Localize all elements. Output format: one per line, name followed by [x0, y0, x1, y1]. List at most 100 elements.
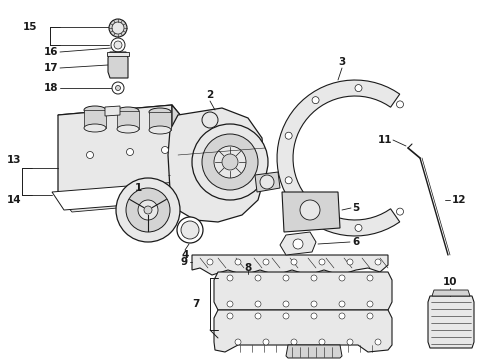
Circle shape [354, 85, 361, 91]
Circle shape [114, 41, 122, 49]
Circle shape [338, 275, 345, 281]
Ellipse shape [117, 107, 139, 115]
Polygon shape [214, 272, 391, 310]
Circle shape [254, 313, 261, 319]
Text: 7: 7 [192, 299, 200, 309]
Circle shape [283, 301, 288, 307]
Polygon shape [282, 192, 339, 232]
Circle shape [202, 134, 258, 190]
Polygon shape [168, 108, 264, 222]
Polygon shape [192, 255, 387, 275]
Text: 14: 14 [7, 195, 21, 205]
Polygon shape [52, 182, 190, 210]
Circle shape [126, 188, 170, 232]
Circle shape [290, 259, 296, 265]
Circle shape [226, 275, 232, 281]
Polygon shape [427, 296, 473, 348]
Circle shape [310, 313, 316, 319]
Text: 8: 8 [244, 263, 251, 273]
Circle shape [366, 313, 372, 319]
Circle shape [254, 301, 261, 307]
Ellipse shape [149, 108, 171, 116]
Circle shape [310, 301, 316, 307]
Circle shape [86, 152, 93, 158]
Polygon shape [285, 345, 341, 358]
Circle shape [116, 178, 180, 242]
Polygon shape [58, 185, 185, 212]
Polygon shape [107, 52, 129, 56]
Circle shape [318, 339, 325, 345]
Circle shape [235, 259, 241, 265]
Circle shape [263, 339, 268, 345]
Circle shape [109, 19, 127, 37]
Circle shape [143, 206, 152, 214]
Text: 12: 12 [451, 195, 466, 205]
Circle shape [222, 154, 238, 170]
Circle shape [318, 259, 325, 265]
Circle shape [235, 339, 241, 345]
Polygon shape [277, 80, 399, 236]
Circle shape [181, 221, 199, 239]
Circle shape [192, 124, 267, 200]
Text: 9: 9 [181, 257, 187, 267]
Circle shape [202, 112, 218, 128]
Circle shape [292, 239, 303, 249]
Circle shape [285, 132, 291, 139]
Circle shape [374, 259, 380, 265]
Text: 15: 15 [23, 22, 37, 32]
Text: 6: 6 [351, 237, 359, 247]
Circle shape [346, 259, 352, 265]
Ellipse shape [117, 125, 139, 133]
Text: 2: 2 [206, 90, 213, 100]
Text: 11: 11 [377, 135, 391, 145]
Polygon shape [58, 105, 172, 195]
Circle shape [226, 301, 232, 307]
Text: 1: 1 [134, 183, 142, 193]
Circle shape [346, 339, 352, 345]
Circle shape [161, 147, 168, 153]
Circle shape [177, 217, 203, 243]
Circle shape [126, 149, 133, 156]
Polygon shape [58, 105, 185, 132]
Circle shape [112, 22, 124, 34]
Polygon shape [108, 52, 128, 78]
Circle shape [260, 175, 273, 189]
Circle shape [206, 259, 213, 265]
Polygon shape [84, 110, 106, 128]
Polygon shape [117, 111, 139, 129]
Text: 10: 10 [442, 277, 456, 287]
Text: 16: 16 [43, 47, 58, 57]
Circle shape [311, 97, 318, 104]
Ellipse shape [84, 124, 106, 132]
Text: 13: 13 [7, 155, 21, 165]
Circle shape [338, 301, 345, 307]
Circle shape [354, 224, 361, 231]
Circle shape [285, 177, 291, 184]
Polygon shape [149, 112, 171, 130]
Circle shape [226, 313, 232, 319]
Circle shape [366, 275, 372, 281]
Text: 17: 17 [43, 63, 58, 73]
Text: 18: 18 [43, 83, 58, 93]
Circle shape [254, 275, 261, 281]
Text: 3: 3 [338, 57, 345, 67]
Polygon shape [214, 310, 391, 352]
Polygon shape [254, 172, 280, 192]
Circle shape [396, 208, 403, 215]
Circle shape [283, 313, 288, 319]
Circle shape [366, 301, 372, 307]
Circle shape [310, 275, 316, 281]
Circle shape [299, 200, 319, 220]
Circle shape [112, 82, 124, 94]
Circle shape [138, 200, 158, 220]
Circle shape [311, 212, 318, 219]
Circle shape [374, 339, 380, 345]
Polygon shape [280, 232, 315, 255]
Circle shape [214, 146, 245, 178]
Circle shape [290, 339, 296, 345]
Polygon shape [105, 106, 120, 116]
Ellipse shape [84, 106, 106, 114]
Text: 4: 4 [181, 250, 188, 260]
Circle shape [115, 86, 120, 90]
Text: 5: 5 [351, 203, 359, 213]
